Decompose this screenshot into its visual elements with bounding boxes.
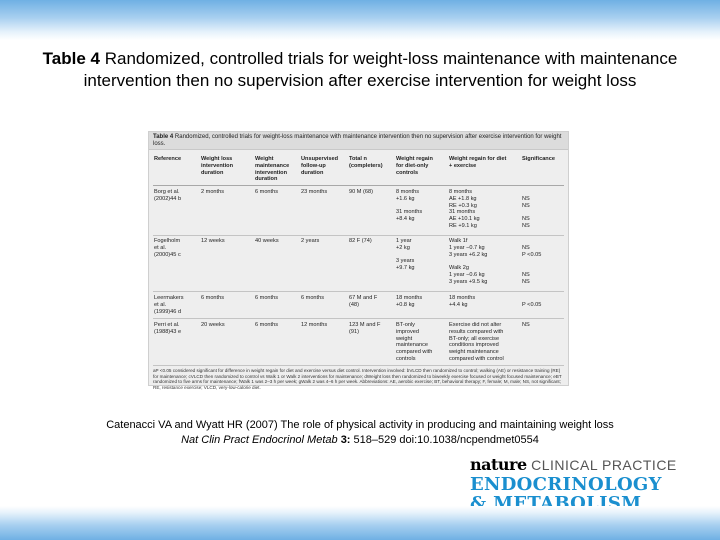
citation: Catenacci VA and Wyatt HR (2007) The rol… — [40, 418, 680, 448]
row1-wl-duration: 2 months — [201, 189, 225, 195]
row1-unsupervised: 23 months — [301, 189, 328, 195]
logo-clinical-practice: CLINICAL PRACTICE — [531, 457, 677, 473]
row4-diet-only: BT-only improved weight maintenance comp… — [396, 322, 433, 362]
row-rule — [153, 365, 564, 366]
table-footnote: aP <0.05 considered significant for diff… — [153, 368, 562, 390]
header-total-n: Total n (completers) — [349, 156, 383, 169]
row2-diet-exercise: Walk 1f 1 year −0.7 kg 3 years +6.2 kg W… — [449, 238, 488, 285]
top-gradient-band — [0, 0, 720, 40]
logo-endocrinology: ENDOCRINOLOGY — [470, 474, 662, 495]
row4-unsupervised: 12 months — [301, 322, 328, 328]
row4-wl-duration: 20 weeks — [201, 322, 225, 328]
header-wl-duration: Weight loss intervention duration — [201, 156, 234, 176]
citation-journal: Nat Clin Pract Endocrinol Metab — [181, 434, 338, 446]
row3-reference: Leermakers et al. (1999)46 d — [154, 295, 184, 315]
citation-volume: 3: — [340, 434, 351, 446]
citation-line1: Catenacci VA and Wyatt HR (2007) The rol… — [106, 419, 614, 431]
row2-wl-duration: 12 weeks — [201, 238, 225, 244]
header-diet-only: Weight regain for diet-only controls — [396, 156, 433, 176]
row2-wm-duration: 40 weeks — [255, 238, 279, 244]
citation-pages: 518–529 doi:10.1038/ncpendmet0554 — [353, 434, 539, 446]
journal-logo: nature CLINICAL PRACTICE ENDOCRINOLOGY &… — [470, 456, 700, 514]
row1-total-n: 90 M (68) — [349, 189, 373, 195]
header-wm-duration: Weight maintenance intervention duration — [255, 156, 290, 183]
row3-total-n: 67 M and F (48) — [349, 295, 378, 308]
row1-diet-exercise: 8 months AE +1.8 kg RE +0.3 kg 31 months… — [449, 189, 480, 229]
row2-reference: Fogelholm et al. (2000)45 c — [154, 238, 181, 258]
row3-significance: P <0.05 — [522, 301, 542, 308]
row-rule — [153, 318, 564, 319]
row1-significance: NS NS NS NS — [522, 195, 530, 229]
row1-diet-only: 8 months +1.6 kg 31 months +8.4 kg — [396, 189, 423, 223]
row4-total-n: 123 M and F (91) — [349, 322, 381, 335]
row1-wm-duration: 6 months — [255, 189, 279, 195]
slide-title-label: Table 4 — [42, 49, 100, 68]
bottom-gradient-band — [0, 506, 720, 540]
row-rule — [153, 291, 564, 292]
table-caption-text: Randomized, controlled trials for weight… — [153, 134, 562, 148]
row4-diet-exercise: Exercise did not alter results compared … — [449, 322, 504, 362]
row3-diet-only: 18 months +0.8 kg — [396, 295, 423, 308]
logo-line1: nature CLINICAL PRACTICE — [470, 456, 700, 475]
row-rule — [153, 235, 564, 236]
table-image: Table 4 Randomized, controlled trials fo… — [148, 131, 569, 390]
row1-reference: Borg et al. (2002)44 b — [154, 189, 182, 202]
header-diet-exercise: Weight regain for diet + exercise — [449, 156, 507, 169]
slide-title: Table 4 Randomized, controlled trials fo… — [40, 48, 680, 92]
row3-wl-duration: 6 months — [201, 295, 225, 301]
row4-reference: Perri et al. (1988)43 e — [154, 322, 182, 335]
row2-total-n: 82 F (74) — [349, 238, 372, 244]
row4-wm-duration: 6 months — [255, 322, 279, 328]
header-unsupervised: Unsupervised follow-up duration — [301, 156, 338, 176]
citation-line2: Nat Clin Pract Endocrinol Metab 3: 518–5… — [40, 433, 680, 448]
row4-significance: NS — [522, 322, 530, 328]
row3-wm-duration: 6 months — [255, 295, 279, 301]
row3-diet-exercise: 18 months +4.4 kg — [449, 295, 476, 308]
row2-unsupervised: 2 years — [301, 238, 320, 244]
header-reference: Reference — [154, 156, 182, 162]
row3-unsupervised: 6 months — [301, 295, 325, 301]
slide-title-text: Randomized, controlled trials for weight… — [83, 49, 678, 90]
header-rule — [153, 185, 564, 186]
table-caption-label: Table 4 — [153, 134, 174, 140]
header-significance: Significance — [522, 156, 555, 162]
row2-significance: NS P <0.05 NS NS — [522, 244, 542, 285]
logo-nature: nature — [470, 455, 527, 474]
table-caption: Table 4 Randomized, controlled trials fo… — [149, 132, 568, 150]
row2-diet-only: 1 year +2 kg 3 years +9.7 kg — [396, 238, 415, 272]
